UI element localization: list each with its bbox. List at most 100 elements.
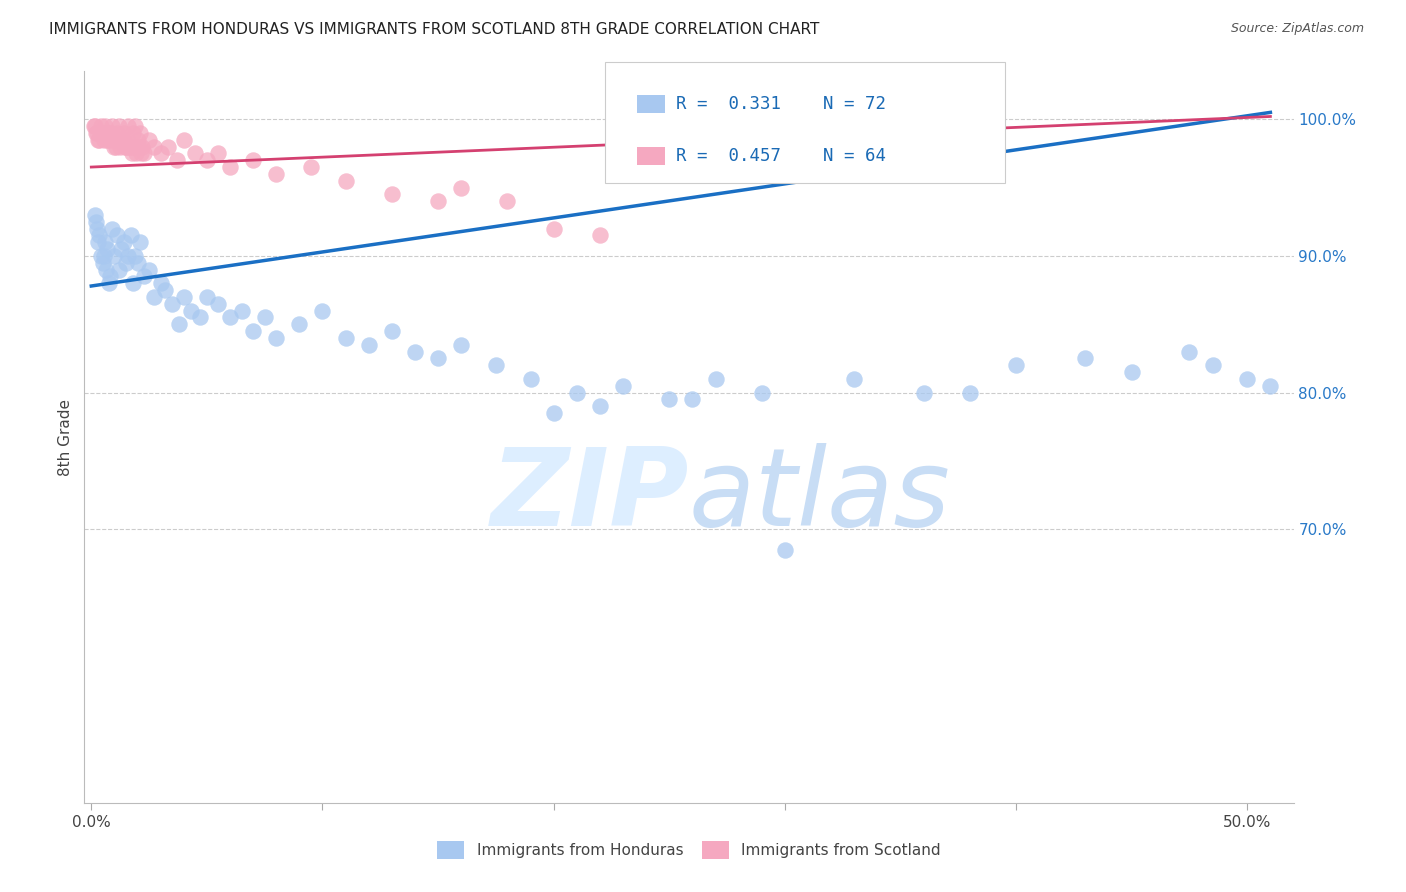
Point bbox=[96, 242, 118, 256]
Point bbox=[959, 385, 981, 400]
Point bbox=[149, 277, 172, 291]
Point bbox=[142, 290, 165, 304]
Point bbox=[485, 359, 508, 373]
Point bbox=[427, 194, 450, 209]
Point bbox=[1074, 351, 1097, 366]
Point bbox=[91, 126, 114, 140]
Point bbox=[381, 324, 404, 338]
Point bbox=[128, 139, 150, 153]
Point bbox=[543, 221, 565, 235]
Point bbox=[103, 139, 125, 153]
Point bbox=[1260, 379, 1282, 393]
Point bbox=[103, 249, 125, 263]
Point bbox=[1121, 365, 1143, 379]
Point bbox=[242, 324, 264, 338]
Point bbox=[120, 139, 142, 153]
Point bbox=[115, 139, 138, 153]
Point bbox=[100, 126, 122, 140]
Point bbox=[97, 277, 120, 291]
Point bbox=[122, 139, 145, 153]
Point bbox=[912, 385, 935, 400]
Point bbox=[98, 126, 121, 140]
Point bbox=[138, 262, 160, 277]
Point bbox=[108, 119, 131, 133]
Point bbox=[103, 133, 125, 147]
Point bbox=[89, 228, 111, 243]
Point bbox=[288, 318, 311, 332]
Point bbox=[96, 262, 118, 277]
Point bbox=[115, 133, 138, 147]
Point bbox=[114, 139, 136, 153]
Point bbox=[450, 180, 472, 194]
Point bbox=[104, 139, 127, 153]
Text: Source: ZipAtlas.com: Source: ZipAtlas.com bbox=[1230, 22, 1364, 36]
Point bbox=[86, 126, 108, 140]
Point bbox=[83, 119, 105, 133]
Point bbox=[219, 310, 242, 325]
Point bbox=[173, 133, 195, 147]
Point bbox=[1005, 359, 1028, 373]
Point bbox=[111, 133, 134, 147]
Point bbox=[166, 153, 188, 168]
Point bbox=[86, 221, 108, 235]
Point bbox=[90, 119, 112, 133]
Point bbox=[84, 215, 107, 229]
Point bbox=[427, 351, 450, 366]
Point bbox=[335, 331, 357, 345]
Point bbox=[90, 249, 112, 263]
Point bbox=[93, 133, 115, 147]
Point bbox=[207, 297, 229, 311]
Point bbox=[105, 228, 128, 243]
Point bbox=[83, 119, 105, 133]
Point bbox=[1178, 344, 1201, 359]
Point bbox=[110, 242, 132, 256]
Point bbox=[101, 119, 124, 133]
Point bbox=[149, 146, 172, 161]
Point bbox=[167, 318, 190, 332]
Point bbox=[188, 310, 211, 325]
Point bbox=[129, 146, 152, 161]
Point bbox=[142, 139, 165, 153]
Point bbox=[127, 133, 149, 147]
Point bbox=[105, 126, 128, 140]
Point bbox=[120, 228, 142, 243]
Point bbox=[299, 160, 322, 174]
Point bbox=[128, 126, 150, 140]
Point bbox=[589, 400, 612, 414]
Point bbox=[612, 379, 634, 393]
Point bbox=[134, 146, 156, 161]
Point bbox=[97, 133, 120, 147]
Point bbox=[195, 290, 218, 304]
Point bbox=[117, 119, 139, 133]
Point bbox=[89, 133, 111, 147]
Point bbox=[773, 542, 796, 557]
Point bbox=[543, 406, 565, 420]
Point bbox=[207, 146, 229, 161]
Point bbox=[519, 372, 541, 386]
Point bbox=[160, 297, 183, 311]
Point bbox=[357, 338, 380, 352]
Text: ZIP: ZIP bbox=[491, 442, 689, 549]
Point bbox=[242, 153, 264, 168]
Point bbox=[565, 385, 588, 400]
Point bbox=[107, 133, 129, 147]
Point bbox=[96, 133, 118, 147]
Legend: Immigrants from Honduras, Immigrants from Scotland: Immigrants from Honduras, Immigrants fro… bbox=[430, 835, 948, 864]
Point bbox=[117, 249, 139, 263]
Point bbox=[96, 126, 118, 140]
Point bbox=[124, 119, 146, 133]
Point bbox=[83, 208, 105, 222]
Point bbox=[173, 290, 195, 304]
Point bbox=[450, 338, 472, 352]
Point bbox=[844, 372, 866, 386]
Point bbox=[108, 262, 131, 277]
Point bbox=[115, 256, 138, 270]
Point bbox=[1236, 372, 1258, 386]
Point bbox=[87, 235, 110, 250]
Point bbox=[180, 303, 202, 318]
Point bbox=[108, 139, 131, 153]
Point bbox=[264, 167, 287, 181]
Point bbox=[156, 139, 179, 153]
Point bbox=[93, 249, 115, 263]
Point bbox=[138, 133, 160, 147]
